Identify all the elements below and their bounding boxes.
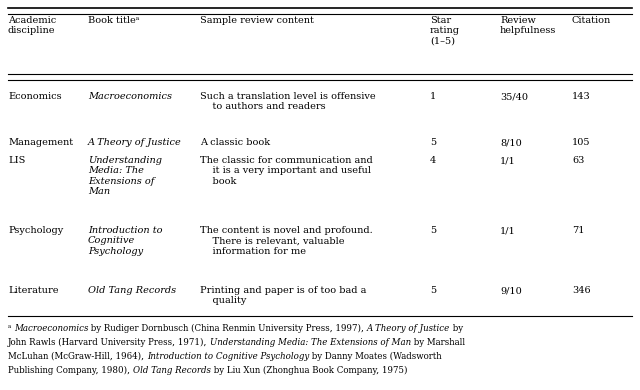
- Text: 1/1: 1/1: [500, 226, 516, 235]
- Text: ᵃ: ᵃ: [8, 324, 14, 333]
- Text: 5: 5: [430, 226, 436, 235]
- Text: A classic book: A classic book: [200, 138, 270, 147]
- Text: Psychology: Psychology: [8, 226, 63, 235]
- Text: 105: 105: [572, 138, 591, 147]
- Text: by Liu Xun (Zhonghua Book Company, 1975): by Liu Xun (Zhonghua Book Company, 1975): [211, 366, 407, 375]
- Text: McLuhan (McGraw-Hill, 1964),: McLuhan (McGraw-Hill, 1964),: [8, 352, 147, 361]
- Text: Literature: Literature: [8, 286, 58, 295]
- Text: Understanding
Media: The
Extensions of
Man: Understanding Media: The Extensions of M…: [88, 156, 162, 196]
- Text: A Theory of Justice: A Theory of Justice: [367, 324, 451, 333]
- Text: by Marshall: by Marshall: [412, 338, 465, 347]
- Text: 35/40: 35/40: [500, 92, 528, 101]
- Text: 71: 71: [572, 226, 584, 235]
- Text: Old Tang Records: Old Tang Records: [132, 366, 211, 375]
- Text: Macroeconomics: Macroeconomics: [88, 92, 172, 101]
- Text: 1/1: 1/1: [500, 156, 516, 165]
- Text: LIS: LIS: [8, 156, 26, 165]
- Text: Printing and paper is of too bad a
    quality: Printing and paper is of too bad a quali…: [200, 286, 366, 305]
- Text: Publishing Company, 1980),: Publishing Company, 1980),: [8, 366, 132, 375]
- Text: Introduction to
Cognitive
Psychology: Introduction to Cognitive Psychology: [88, 226, 163, 256]
- Text: 346: 346: [572, 286, 591, 295]
- Text: The content is novel and profound.
    There is relevant, valuable
    informati: The content is novel and profound. There…: [200, 226, 372, 256]
- Text: Academic
discipline: Academic discipline: [8, 16, 56, 35]
- Text: Star
rating
(1–5): Star rating (1–5): [430, 16, 460, 46]
- Text: 4: 4: [430, 156, 436, 165]
- Text: by Rudiger Dornbusch (China Renmin University Press, 1997),: by Rudiger Dornbusch (China Renmin Unive…: [88, 324, 367, 333]
- Text: 5: 5: [430, 138, 436, 147]
- Text: Old Tang Records: Old Tang Records: [88, 286, 176, 295]
- Text: Macroeconomics: Macroeconomics: [14, 324, 88, 333]
- Text: 1: 1: [430, 92, 436, 101]
- Text: 8/10: 8/10: [500, 138, 522, 147]
- Text: Citation: Citation: [572, 16, 611, 25]
- Text: 63: 63: [572, 156, 584, 165]
- Text: Book titleᵃ: Book titleᵃ: [88, 16, 140, 25]
- Text: 5: 5: [430, 286, 436, 295]
- Text: Sample review content: Sample review content: [200, 16, 314, 25]
- Text: 143: 143: [572, 92, 591, 101]
- Text: Introduction to Cognitive Psychology: Introduction to Cognitive Psychology: [147, 352, 309, 361]
- Text: by: by: [451, 324, 463, 333]
- Text: Understanding Media: The Extensions of Man: Understanding Media: The Extensions of M…: [210, 338, 412, 347]
- Text: The classic for communication and
    it is a very important and useful
    book: The classic for communication and it is …: [200, 156, 372, 186]
- Text: 9/10: 9/10: [500, 286, 522, 295]
- Text: Economics: Economics: [8, 92, 61, 101]
- Text: by Danny Moates (Wadsworth: by Danny Moates (Wadsworth: [309, 352, 442, 361]
- Text: A Theory of Justice: A Theory of Justice: [88, 138, 182, 147]
- Text: Management: Management: [8, 138, 73, 147]
- Text: John Rawls (Harvard University Press, 1971),: John Rawls (Harvard University Press, 19…: [8, 338, 210, 347]
- Text: Review
helpfulness: Review helpfulness: [500, 16, 556, 35]
- Text: Such a translation level is offensive
    to authors and readers: Such a translation level is offensive to…: [200, 92, 376, 112]
